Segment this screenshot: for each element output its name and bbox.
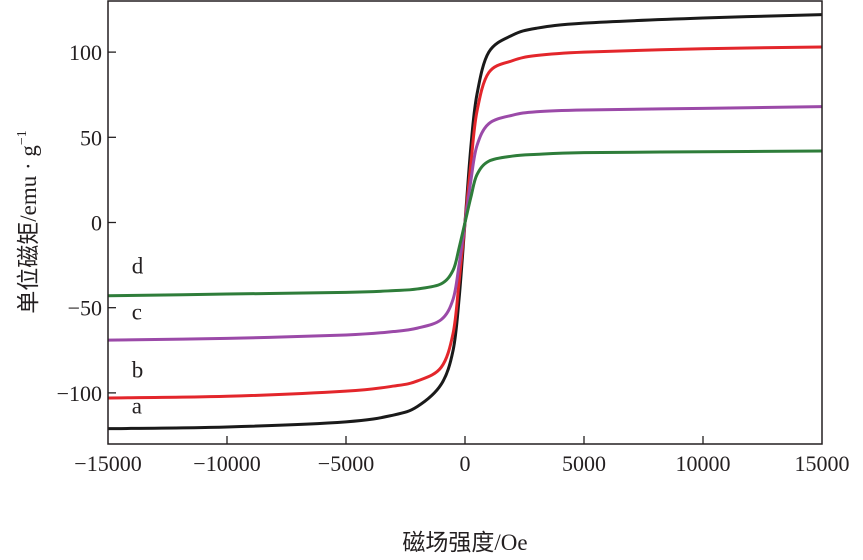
- x-tick-label: −15000: [74, 451, 141, 476]
- curves: ab cd: [107, 13, 823, 431]
- y-tick-label: 50: [80, 125, 102, 150]
- y-axis-label-superscript: −1: [15, 130, 30, 145]
- x-tick-label: 10000: [676, 451, 731, 476]
- y-tick-label: 100: [69, 40, 102, 65]
- x-tick-label: 5000: [562, 451, 606, 476]
- y-axis-label: 单位磁矩/emu · g−1: [15, 130, 41, 314]
- axis-ticks: −15000 −10000 −5000 0 5000 10000 15000 −100 −50 0…: [57, 40, 850, 476]
- series-c-label: c: [132, 300, 142, 325]
- x-tick-label: −5000: [318, 451, 374, 476]
- x-tick-label: −10000: [193, 451, 260, 476]
- y-tick-label: 0: [91, 211, 102, 236]
- x-axis-label: 磁场强度/Oe: [402, 530, 527, 555]
- series-a-label: a: [132, 393, 142, 418]
- y-tick-label: −50: [68, 296, 102, 321]
- y-tick-label: −100: [57, 381, 102, 406]
- series-d-curve: [107, 149, 823, 298]
- x-tick-label: 15000: [795, 451, 850, 476]
- series-d-label: d: [132, 254, 144, 279]
- x-tick-label: 0: [460, 451, 471, 476]
- series-b-label: b: [132, 358, 144, 383]
